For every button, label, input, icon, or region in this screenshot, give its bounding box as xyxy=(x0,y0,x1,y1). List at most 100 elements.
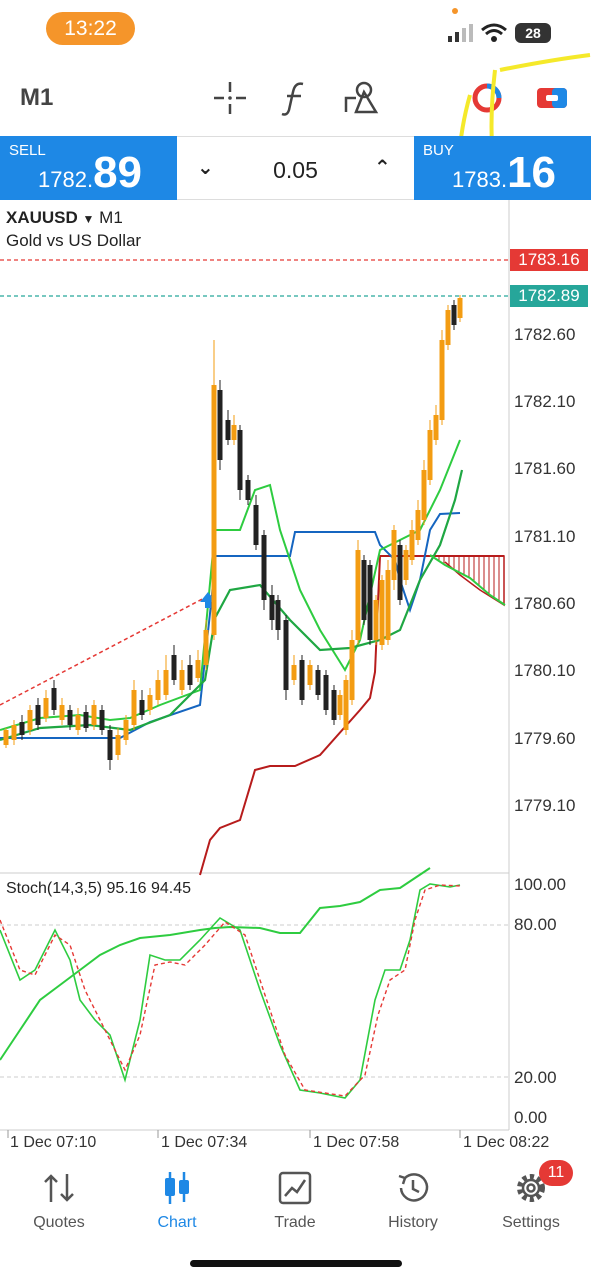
nav-quotes[interactable]: Quotes xyxy=(0,1158,118,1238)
candle-body xyxy=(283,620,289,690)
candle-body xyxy=(237,430,243,490)
sell-button[interactable]: SELL 1782.89 xyxy=(0,136,177,200)
candle-body xyxy=(217,390,223,460)
candle-body xyxy=(115,735,121,755)
bottom-navigation: Quotes Chart Trade History xyxy=(0,1158,591,1238)
candle-body xyxy=(269,595,275,620)
one-click-trading-icon[interactable] xyxy=(532,78,572,118)
candle-body xyxy=(99,710,105,730)
price-axis-label: 1782.10 xyxy=(514,392,576,411)
settings-icon xyxy=(517,1174,545,1202)
candle-body xyxy=(253,505,259,545)
nav-trade[interactable]: Trade xyxy=(236,1158,354,1238)
candle-body xyxy=(373,600,379,640)
tenkan-sen xyxy=(0,439,461,731)
candle-body xyxy=(171,655,177,680)
stoch-axis-label: 20.00 xyxy=(514,1068,557,1087)
nav-label: Chart xyxy=(157,1214,197,1231)
chart-canvas[interactable] xyxy=(0,200,591,1158)
candle-body xyxy=(43,698,49,718)
battery-indicator: 28 xyxy=(515,23,551,43)
color-scheme-icon[interactable] xyxy=(467,78,507,118)
history-icon xyxy=(398,1173,429,1202)
candle-body xyxy=(355,550,361,640)
candle-body xyxy=(75,715,81,730)
candle-body xyxy=(261,535,267,600)
sell-price: 1782.89 xyxy=(38,148,143,197)
candle-body xyxy=(397,545,403,600)
candle-body xyxy=(457,298,463,318)
candle-body xyxy=(91,705,97,725)
stoch-signal-line xyxy=(0,884,461,1097)
timeframe-button[interactable]: M1 xyxy=(20,84,54,111)
price-chart[interactable]: XAUUSD ▼ M1 Gold vs US Dollar 1783.16 17… xyxy=(0,200,591,1158)
wifi-icon xyxy=(481,23,507,42)
candlesticks xyxy=(3,295,463,770)
buy-label: BUY xyxy=(423,142,454,159)
candle-body xyxy=(163,670,169,695)
nav-label: Trade xyxy=(274,1214,316,1231)
candle-body xyxy=(187,665,193,685)
candle-body xyxy=(225,420,231,440)
volume-value[interactable]: 0.05 xyxy=(273,157,318,183)
nav-label: Settings xyxy=(502,1214,560,1231)
candle-body xyxy=(195,660,201,678)
candle-body xyxy=(415,510,421,540)
stoch-axis-label: 0.00 xyxy=(514,1108,548,1127)
candle-body xyxy=(123,720,129,740)
status-bar: 13:22 28 xyxy=(0,0,591,56)
recording-dot xyxy=(452,8,458,14)
candle-body xyxy=(139,700,145,715)
price-axis-label: 1781.10 xyxy=(514,527,576,546)
quotes-icon xyxy=(44,1174,74,1202)
candle-body xyxy=(315,670,321,695)
crosshair-icon[interactable] xyxy=(210,78,250,118)
senkou-span-b xyxy=(199,555,504,876)
home-indicator xyxy=(190,1260,402,1267)
candle-body xyxy=(245,480,251,500)
status-time: 13:22 xyxy=(46,12,135,45)
candle-body xyxy=(291,665,297,680)
candle-body xyxy=(433,415,439,440)
candle-body xyxy=(83,712,89,728)
candle-body xyxy=(51,688,57,710)
candle-body xyxy=(179,670,185,690)
nav-history[interactable]: History xyxy=(354,1158,472,1238)
candle-body xyxy=(231,425,237,440)
price-axis-label: 1782.60 xyxy=(514,325,576,344)
price-axis-label: 1780.60 xyxy=(514,594,576,613)
candle-body xyxy=(409,530,415,560)
candle-body xyxy=(27,710,33,730)
nav-label: History xyxy=(388,1214,438,1231)
kijun-sen xyxy=(0,512,461,739)
volume-decrease-button[interactable]: ⌄ xyxy=(197,157,214,179)
nav-chart[interactable]: Chart xyxy=(118,1158,236,1238)
candle-body xyxy=(155,680,161,700)
buy-arrow-marker xyxy=(200,592,216,608)
nav-label: Quotes xyxy=(33,1214,85,1231)
nav-settings[interactable]: 11 Settings xyxy=(472,1158,590,1238)
candle-body xyxy=(331,690,337,720)
function-icon[interactable] xyxy=(275,78,315,118)
candle-body xyxy=(275,600,281,630)
candle-body xyxy=(367,565,373,640)
candle-body xyxy=(439,340,445,420)
cellular-signal-icon xyxy=(448,24,473,42)
chikou-span xyxy=(0,469,464,742)
volume-increase-button[interactable]: ⌃ xyxy=(374,157,391,179)
objects-icon[interactable] xyxy=(342,78,382,118)
chart-symbol[interactable]: XAUUSD ▼ M1 xyxy=(6,208,123,227)
candle-body xyxy=(451,305,457,325)
bid-price-tag: 1782.89 xyxy=(510,285,588,307)
trend-line xyxy=(0,594,211,706)
trade-panel: SELL 1782.89 ⌄ 0.05 ⌃ BUY 1783.16 xyxy=(0,136,591,200)
price-axis-label: 1780.10 xyxy=(514,661,576,680)
candle-body xyxy=(131,690,137,725)
buy-price: 1783.16 xyxy=(452,148,557,197)
sell-label: SELL xyxy=(9,142,46,159)
buy-button[interactable]: BUY 1783.16 xyxy=(414,136,591,200)
time-axis-label: 1 Dec 07:58 xyxy=(313,1134,400,1151)
candle-body xyxy=(361,560,367,620)
candle-body xyxy=(59,705,65,720)
